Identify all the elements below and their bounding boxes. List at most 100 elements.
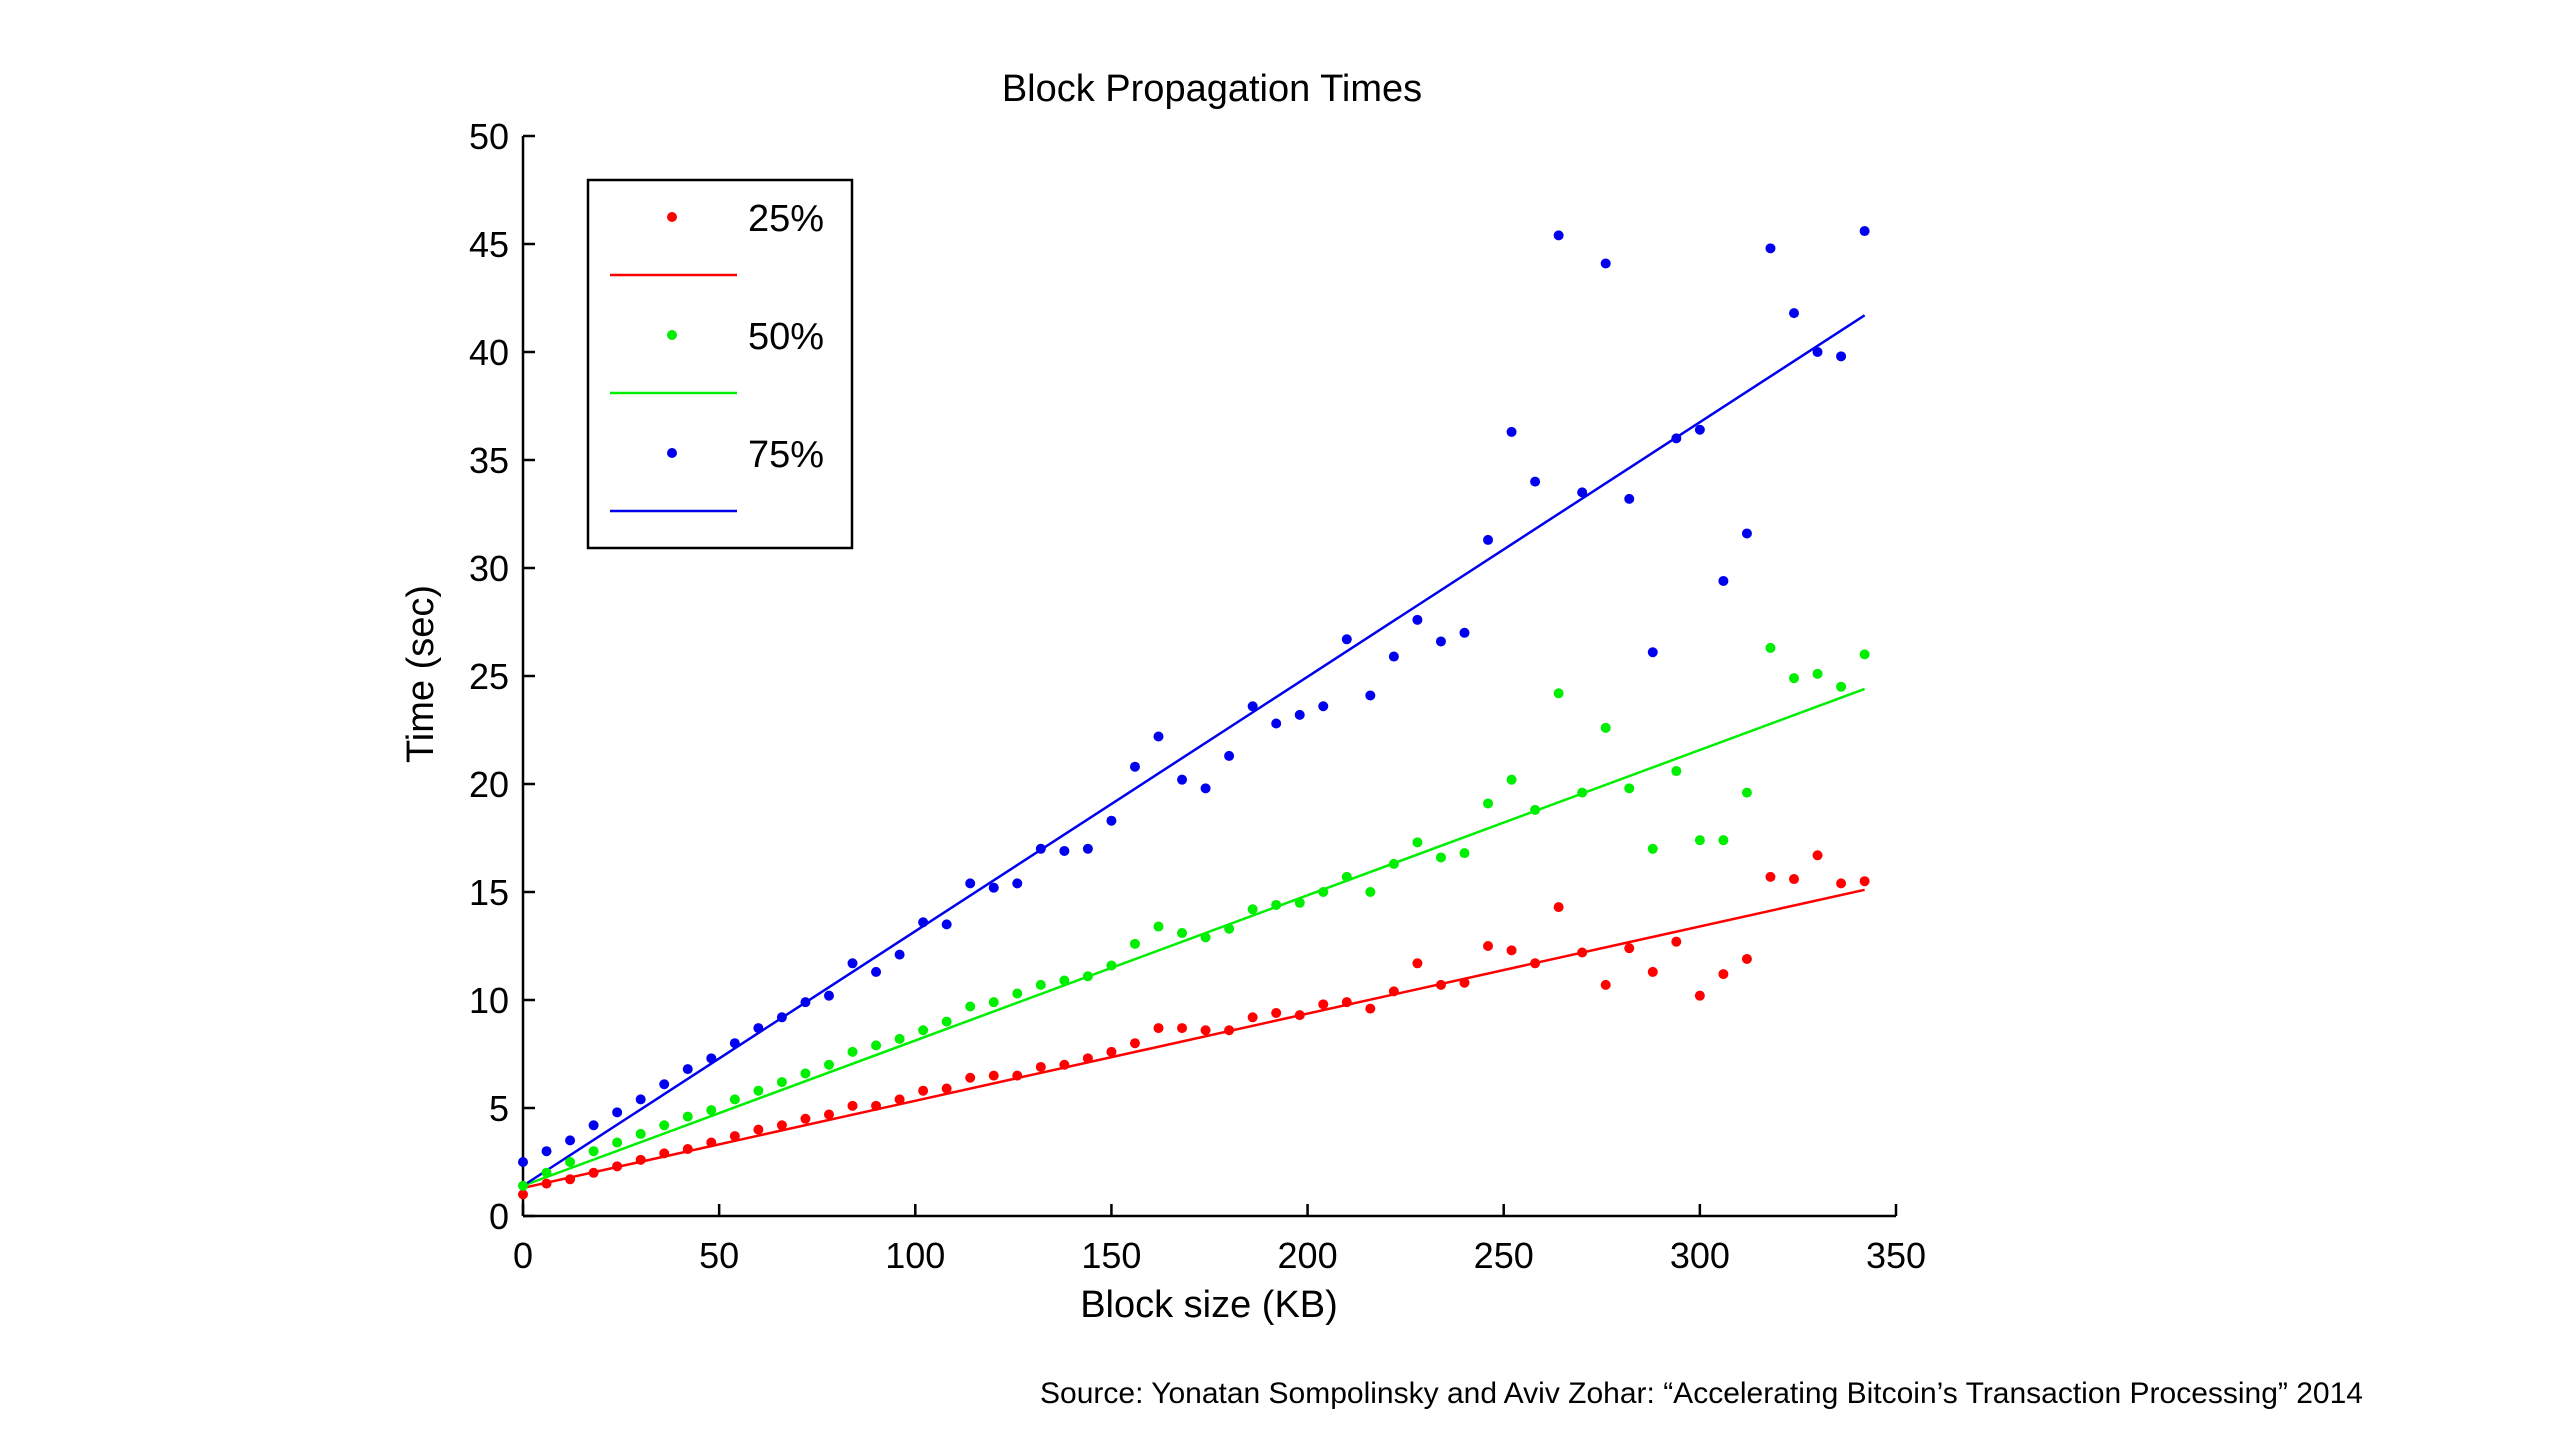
data-point-25 [612,1161,623,1172]
data-point-50 [1365,887,1376,897]
data-point-50 [1530,804,1541,815]
data-point-25 [1812,850,1823,861]
data-point-25 [1035,1061,1046,1072]
data-point-75 [1600,258,1611,269]
data-point-25 [1082,1053,1093,1064]
data-point-25 [1294,1010,1305,1021]
data-point-75 [1129,761,1140,772]
data-point-50 [1671,766,1682,777]
data-point-25 [1836,878,1847,889]
data-point-75 [1671,433,1682,444]
data-point-50 [635,1128,646,1139]
data-point-75 [941,919,952,930]
data-point-50 [682,1111,693,1122]
data-point-75 [918,917,929,928]
y-tick-label: 0 [489,1196,509,1237]
data-point-25 [1600,979,1611,990]
data-point-50 [894,1033,905,1044]
data-point-50 [1741,787,1752,798]
data-point-50 [1106,960,1117,971]
data-point-50 [918,1025,929,1036]
data-point-50 [1271,899,1282,910]
data-point-50 [1506,774,1517,785]
y-tick-label: 50 [469,116,509,157]
legend-marker-75 [667,448,677,458]
data-point-75 [1553,230,1564,241]
data-point-25 [1694,990,1705,1001]
data-point-50 [965,1001,976,1012]
legend-label-25: 25% [748,198,824,240]
data-point-50 [1388,858,1399,869]
data-point-25 [1341,997,1352,1008]
y-tick-label: 15 [469,872,509,913]
data-point-50 [1577,787,1588,798]
data-point-50 [1412,837,1423,848]
x-axis-label: Block size (KB) [1080,1284,1338,1326]
data-point-50 [1553,688,1564,699]
x-tick-label: 200 [1278,1235,1338,1276]
data-point-50 [847,1046,858,1057]
data-point-50 [1012,988,1023,999]
data-point-25 [753,1124,764,1135]
data-point-25 [659,1148,670,1159]
data-point-25 [518,1189,528,1200]
data-point-50 [1789,673,1800,684]
data-point-75 [1341,634,1352,645]
data-point-25 [847,1100,858,1111]
fit-line-50 [522,687,1866,1187]
data-point-25 [823,1109,834,1120]
data-point-25 [706,1137,717,1148]
legend-marker-25 [667,212,677,222]
data-point-25 [635,1154,646,1165]
data-point-50 [1035,979,1046,990]
data-point-50 [1177,928,1188,939]
data-point-50 [1624,783,1635,794]
y-tick-label: 10 [469,980,509,1021]
y-tick-label: 45 [469,224,509,265]
data-point-75 [1012,878,1023,889]
data-point-25 [1365,1003,1376,1014]
data-point-75 [588,1120,599,1131]
data-point-25 [1435,979,1446,990]
legend-box [586,178,854,550]
data-point-50 [1294,897,1305,908]
data-point-50 [612,1137,623,1148]
data-point-25 [1247,1012,1258,1023]
data-point-50 [1483,798,1494,809]
data-point-75 [706,1053,717,1064]
data-point-75 [1365,690,1376,701]
y-tick-label: 40 [469,332,509,373]
data-point-25 [1483,941,1494,951]
y-tick-label: 25 [469,656,509,697]
data-point-75 [1200,783,1211,794]
data-point-25 [1059,1059,1070,1070]
data-point-75 [1624,493,1635,504]
data-point-75 [1177,774,1188,785]
data-point-75 [1153,731,1164,742]
data-point-75 [1294,709,1305,720]
data-point-75 [518,1157,528,1167]
data-point-75 [1035,843,1046,854]
chart-title: Block Propagation Times [1002,68,1422,110]
data-point-50 [1082,971,1093,982]
data-point-75 [565,1135,576,1146]
data-point-75 [1506,426,1517,437]
data-point-25 [1577,947,1588,958]
data-point-50 [518,1180,528,1191]
data-point-50 [1459,848,1470,859]
data-point-75 [1483,534,1494,545]
data-point-50 [800,1068,811,1079]
data-point-75 [1388,651,1399,662]
data-point-50 [1435,852,1446,863]
data-point-75 [1647,647,1658,658]
x-tick-label: 150 [1081,1235,1141,1276]
data-point-25 [1741,953,1752,964]
legend-label-50: 50% [748,316,824,358]
data-point-25 [1647,966,1658,977]
data-point-50 [1765,642,1776,653]
data-point-50 [753,1085,764,1096]
data-point-75 [1836,351,1847,362]
data-point-25 [941,1083,952,1094]
data-point-50 [1647,843,1658,854]
data-point-75 [1059,845,1070,856]
